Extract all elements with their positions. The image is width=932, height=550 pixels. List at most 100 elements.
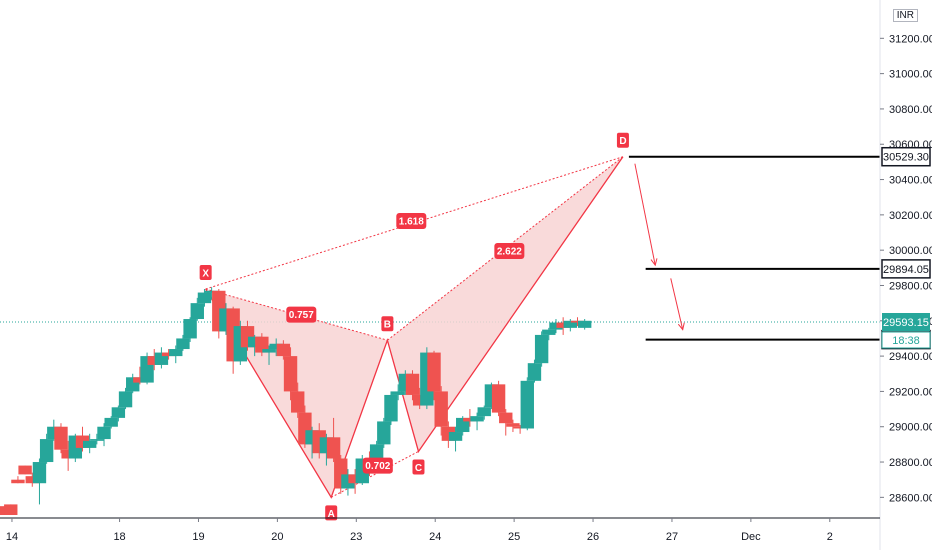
candle-body — [283, 356, 298, 392]
pattern-point-label: B — [384, 320, 391, 331]
candle-body — [291, 391, 305, 413]
projection-arrowhead — [677, 322, 685, 331]
pattern-point-label: X — [202, 269, 209, 280]
y-tick-label: 31000.00 — [889, 69, 932, 81]
candle-body — [269, 343, 283, 350]
candle-body — [247, 336, 262, 348]
pattern-ratio-line-xb — [205, 288, 388, 341]
candle-body — [161, 352, 176, 357]
candle-body — [534, 334, 549, 364]
candle-body — [384, 394, 398, 422]
pattern-point-label: C — [415, 463, 422, 474]
y-tick-label: 29000.00 — [889, 422, 932, 434]
projection-arrow — [634, 163, 656, 266]
y-tick-label: 30000.00 — [889, 245, 932, 257]
candle-body — [448, 432, 463, 441]
candle-body — [97, 426, 111, 440]
candle-body — [190, 303, 204, 320]
pattern-ratio-line-xd — [205, 156, 624, 290]
harmonic-pattern-layer — [0, 156, 880, 499]
candle-body — [204, 290, 219, 293]
projection-arrowhead — [650, 258, 658, 267]
x-tick-label: 23 — [350, 531, 362, 543]
candle-body — [32, 462, 47, 484]
ratio-badge — [362, 457, 393, 474]
level-price-tag: 30529.30 — [883, 152, 929, 164]
candle-body — [54, 426, 68, 450]
candle-body — [4, 504, 18, 515]
candle-body — [506, 423, 520, 427]
pattern-point-badge — [616, 132, 629, 148]
current-price-tag: 29593.15 — [883, 317, 929, 329]
candle-body — [499, 412, 513, 424]
pattern-ratio-line-ac — [330, 450, 419, 498]
pattern-point-badge — [325, 505, 338, 521]
candle-body — [82, 440, 97, 448]
current-price-tag-bg — [882, 313, 930, 332]
x-tick-label: 25 — [508, 531, 520, 543]
pattern-point-badge — [381, 316, 394, 332]
ratio-badge — [494, 243, 525, 260]
currency-label[interactable]: INR — [892, 9, 918, 22]
x-tick-label: 24 — [429, 531, 441, 543]
y-tick-label: 28800.00 — [889, 457, 932, 469]
candle-body — [405, 373, 420, 395]
candle-body — [412, 394, 427, 406]
countdown-tag-bg — [881, 331, 931, 349]
candle-body — [276, 343, 291, 357]
candle-body — [18, 465, 32, 475]
candle-body — [470, 416, 484, 422]
candle-body — [491, 384, 506, 413]
x-tick-label: Dec — [741, 531, 761, 543]
candle-body — [527, 363, 542, 381]
candle-body — [176, 338, 190, 350]
candle-body — [513, 426, 527, 429]
candle-body — [463, 417, 477, 422]
candle-body — [377, 421, 391, 445]
y-tick-label: 29400.00 — [889, 351, 932, 363]
candle-body — [262, 349, 276, 353]
candle-body — [197, 292, 212, 304]
x-tick-label: 20 — [271, 531, 283, 543]
candle-body — [169, 349, 183, 357]
countdown-tag: 18:38 — [892, 335, 920, 347]
pattern-bcd-fill — [387, 156, 623, 452]
candle-body — [11, 479, 25, 484]
ratio-badge — [396, 213, 427, 230]
candle-body — [520, 380, 534, 429]
candle-body — [434, 391, 448, 427]
pattern-point-badge — [199, 265, 212, 281]
ratio-label: 0.757 — [289, 310, 314, 321]
candle-body — [563, 320, 578, 328]
candle-body — [147, 356, 161, 365]
ratio-label: 0.702 — [365, 461, 390, 472]
candle-body — [577, 320, 592, 328]
candle-body — [61, 449, 75, 459]
x-tick-label: 14 — [6, 531, 18, 543]
candle-body — [255, 336, 269, 353]
x-tick-label: 27 — [666, 531, 678, 543]
candle-body — [549, 322, 563, 330]
candle-body — [104, 417, 118, 427]
ratio-badge — [286, 306, 317, 323]
x-tick-label: 18 — [113, 531, 125, 543]
y-tick-label: 30800.00 — [889, 104, 932, 116]
candle-body — [542, 329, 556, 335]
ratio-label: 1.618 — [399, 217, 424, 228]
candle-body — [570, 320, 585, 323]
candle-body — [39, 439, 54, 463]
level-price-tag: 29894.05 — [883, 264, 929, 276]
y-tick-label: 30400.00 — [889, 175, 932, 187]
level-price-tag-bg — [881, 259, 931, 279]
candle-body — [326, 437, 341, 459]
x-tick-label: 2 — [827, 531, 833, 543]
x-tick-label: 26 — [587, 531, 599, 543]
x-tick-label: 19 — [192, 531, 204, 543]
ratio-label: 2.622 — [497, 247, 522, 258]
candle-body — [111, 407, 126, 418]
y-tick-label: 29200.00 — [889, 386, 932, 398]
candle-body — [477, 407, 491, 417]
candle-body — [183, 319, 197, 339]
